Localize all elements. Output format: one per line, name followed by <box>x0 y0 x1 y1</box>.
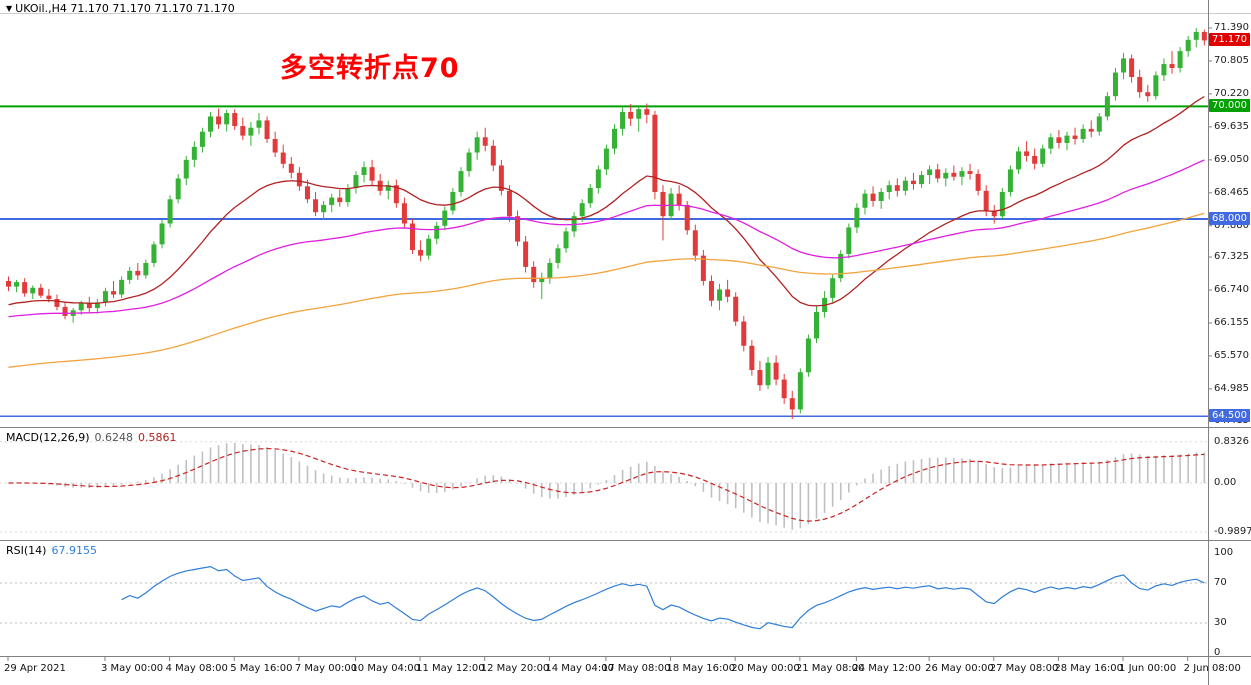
price-tick-label: 65.570 <box>1214 349 1249 361</box>
price-tick-label: 66.740 <box>1214 284 1249 295</box>
price-tick-label: 70.805 <box>1214 54 1249 66</box>
chart-title-bar: ▼ UKOil.,H4 71.170 71.170 71.170 71.170 <box>6 2 235 15</box>
time-tick-label: 24 May 12:00 <box>852 663 921 674</box>
rsi-tick-label: 0 <box>1214 647 1221 658</box>
time-tick-label: 12 May 20:00 <box>480 663 550 674</box>
rsi-value: 67.9155 <box>51 544 97 557</box>
macd-tick-label: 0.8326 <box>1214 435 1249 447</box>
price-tick-label: 66.155 <box>1214 316 1249 328</box>
rsi-line <box>121 566 1205 630</box>
price-level-badge: 70.000 <box>1209 99 1250 113</box>
macd-indicator-label: MACD(12,26,9) 0.6248 0.5861 <box>6 431 182 444</box>
time-tick-label: 5 May 16:00 <box>230 663 293 674</box>
macd-tick-label: 0.00 <box>1214 477 1237 489</box>
rsi-tick-label: 100 <box>1214 547 1234 558</box>
price-tick-label: 64.985 <box>1214 382 1249 394</box>
macd-signal-value: 0.5861 <box>138 431 177 444</box>
macd-main-value: 0.6248 <box>94 431 134 444</box>
price-tick-label: 69.635 <box>1214 120 1249 132</box>
time-tick-label: 1 Jun 00:00 <box>1119 663 1177 674</box>
rsi-name: RSI(14) <box>6 544 47 557</box>
chart-annotation: 多空转折点70 <box>280 53 460 84</box>
price-tick-label: 68.465 <box>1214 186 1249 198</box>
time-tick-label: 3 May 00:00 <box>100 663 164 674</box>
price-tick-label: 69.050 <box>1214 153 1249 165</box>
time-tick-label: 26 May 00:00 <box>925 663 994 674</box>
macd-signal-line <box>8 447 1205 522</box>
price-tick-label: 67.880 <box>1214 219 1249 231</box>
current-price-badge: 71.170 <box>1209 33 1250 47</box>
time-tick-label: 20 May 00:00 <box>731 663 800 674</box>
price-tick-label: 70.220 <box>1214 87 1249 99</box>
time-tick-label: 7 May 00:00 <box>294 663 358 674</box>
price-level-badge: 64.500 <box>1209 409 1250 423</box>
time-tick-label: 27 May 08:00 <box>989 663 1059 674</box>
rsi-tick-label: 70 <box>1214 577 1227 588</box>
price-tick-label: 67.325 <box>1214 251 1249 263</box>
ma-fast <box>8 95 1205 307</box>
time-tick-label: 17 May 08:00 <box>601 663 671 674</box>
ma-slow <box>8 212 1205 368</box>
time-tick-label: 2 Jun 08:00 <box>1183 663 1241 674</box>
rsi-tick-label: 30 <box>1214 617 1227 628</box>
ma-mid <box>8 159 1205 318</box>
time-tick-label: 28 May 16:00 <box>1054 663 1123 674</box>
symbol-dropdown-icon[interactable]: ▼ <box>6 4 13 13</box>
macd-tick-label: -0.9897 <box>1214 526 1251 537</box>
price-level-badge: 68.000 <box>1209 212 1250 225</box>
macd-name: MACD(12,26,9) <box>6 431 90 444</box>
time-tick-label: 11 May 12:00 <box>416 663 485 674</box>
time-tick-label: 14 May 04:00 <box>545 663 614 674</box>
symbol-ohlc-label: UKOil.,H4 71.170 71.170 71.170 71.170 <box>15 2 235 15</box>
time-tick-label: 4 May 08:00 <box>165 663 228 674</box>
time-tick-label: 18 May 16:00 <box>666 663 736 674</box>
time-tick-label: 21 May 08:00 <box>795 663 865 674</box>
time-tick-label: 10 May 04:00 <box>351 663 421 674</box>
time-tick-label: 29 Apr 2021 <box>4 663 66 674</box>
price-tick-label: 71.390 <box>1214 22 1249 33</box>
rsi-indicator-label: RSI(14) 67.9155 <box>6 544 102 557</box>
